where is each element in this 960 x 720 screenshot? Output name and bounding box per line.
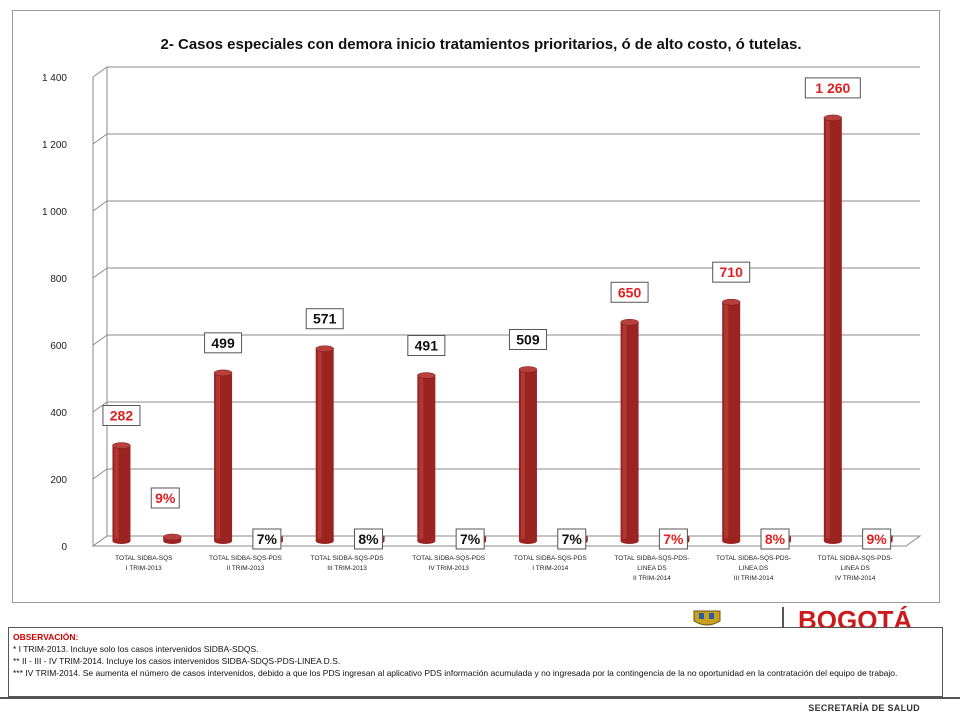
category-label: TOTAL SIDBA-SQS-PDS (412, 555, 486, 562)
svg-text:7%: 7% (257, 531, 278, 547)
data-label-percent: 8% (354, 528, 384, 550)
category-label: TOTAL SIDBA-SQS-PDS- (614, 555, 689, 562)
category-label: TOTAL SIDBA-SQS-PDS (209, 555, 283, 562)
bar-count (213, 369, 233, 544)
data-label-count: 282 (102, 405, 141, 427)
gridline-side (92, 66, 108, 78)
data-label-percent: 9% (862, 528, 892, 550)
footer-text: SECRETARÍA DE SALUD (808, 703, 920, 713)
bar-count (721, 298, 741, 544)
category-label: III TRIM-2014 (734, 575, 774, 582)
svg-text:650: 650 (618, 284, 642, 300)
svg-text:9%: 9% (155, 490, 176, 506)
svg-text:8%: 8% (765, 531, 786, 547)
category-label: TOTAL SIDBA-SQS-PDS (514, 555, 588, 562)
chart-title: 2- Casos especiales con demora inicio tr… (160, 36, 801, 53)
category-label: III TRIM-2013 (327, 565, 367, 572)
category-label: IV TRIM-2014 (835, 575, 876, 582)
category-label: II TRIM-2013 (227, 565, 265, 572)
logo-text: BOGOTÁ (798, 605, 912, 627)
bar-percent (163, 533, 182, 544)
y-tick-label: 800 (50, 274, 67, 285)
gridline-side (92, 200, 108, 212)
svg-text:710: 710 (720, 264, 744, 280)
svg-text:7%: 7% (663, 531, 684, 547)
data-label-count: 499 (204, 332, 243, 354)
svg-text:9%: 9% (867, 531, 888, 547)
observation-title: OBSERVACIÓN: (13, 632, 79, 642)
y-tick-label: 600 (50, 341, 67, 352)
data-label-percent: 7% (252, 528, 282, 550)
chart-floor (91, 535, 922, 547)
category-label: TOTAL SIDBA-SQS (115, 555, 173, 562)
bar-count (823, 114, 843, 544)
y-tick-label: 1 000 (42, 207, 67, 218)
y-tick-label: 1 400 (42, 73, 67, 84)
y-tick-label: 0 (61, 542, 67, 553)
bar-count (620, 319, 639, 544)
gridline-side (92, 401, 108, 413)
svg-text:1 260: 1 260 (815, 80, 850, 96)
y-tick-label: 200 (50, 475, 67, 486)
data-label-count: 710 (712, 261, 751, 283)
data-label-percent: 9% (150, 487, 180, 509)
svg-text:282: 282 (110, 408, 134, 424)
category-label: LINEA DS (739, 565, 769, 572)
observation-line-1: * I TRIM-2013. Incluye solo los casos in… (13, 644, 259, 654)
bar-chart: 2- Casos especiales con demora inicio tr… (42, 36, 922, 582)
svg-text:8%: 8% (358, 531, 379, 547)
footer-divider (0, 697, 960, 699)
data-label-percent: 7% (658, 528, 688, 550)
category-label: IV TRIM-2013 (429, 565, 470, 572)
data-label-count: 1 260 (804, 77, 861, 99)
observation-box: OBSERVACIÓN: * I TRIM-2013. Incluye solo… (8, 627, 943, 697)
gridline-side (92, 133, 108, 145)
category-label: TOTAL SIDBA-SQS-PDS- (716, 555, 791, 562)
category-label: LINEA DS (841, 565, 871, 572)
y-tick-label: 1 200 (42, 140, 67, 151)
gridline-side (92, 334, 108, 346)
category-label: TOTAL SIDBA-SQS-PDS- (818, 555, 893, 562)
svg-text:571: 571 (313, 311, 337, 327)
svg-text:491: 491 (415, 338, 439, 354)
bar-count (417, 372, 436, 544)
data-label-percent: 7% (557, 528, 587, 550)
coat-of-arms-icon (693, 610, 721, 626)
bogota-logo: BOGOTÁ (690, 603, 940, 627)
svg-text:7%: 7% (562, 531, 583, 547)
category-label: II TRIM-2014 (633, 575, 671, 582)
data-label-count: 571 (305, 308, 344, 330)
category-label: LINEA DS (637, 565, 667, 572)
observation-line-3: *** IV TRIM-2014. Se aumenta el número d… (13, 668, 898, 678)
bar-count (112, 442, 131, 544)
bar-count (518, 366, 538, 544)
category-label: TOTAL SIDBA-SQS-PDS (311, 555, 385, 562)
observation-line-2: ** II - III - IV TRIM-2014. Incluye los … (13, 656, 341, 666)
data-label-percent: 8% (760, 528, 790, 550)
data-label-percent: 7% (455, 528, 485, 550)
category-label: I TRIM-2013 (126, 565, 162, 572)
category-label: I TRIM-2014 (532, 565, 568, 572)
bar-count (315, 345, 334, 544)
chart-frame: 2- Casos especiales con demora inicio tr… (12, 10, 940, 603)
data-label-count: 491 (407, 335, 446, 357)
data-label-count: 650 (610, 281, 649, 303)
svg-text:499: 499 (211, 335, 235, 351)
svg-text:509: 509 (516, 331, 540, 347)
gridline-side (92, 267, 108, 279)
data-label-count: 509 (508, 328, 547, 350)
svg-text:7%: 7% (460, 531, 481, 547)
gridline-side (92, 468, 108, 480)
y-tick-label: 400 (50, 408, 67, 419)
